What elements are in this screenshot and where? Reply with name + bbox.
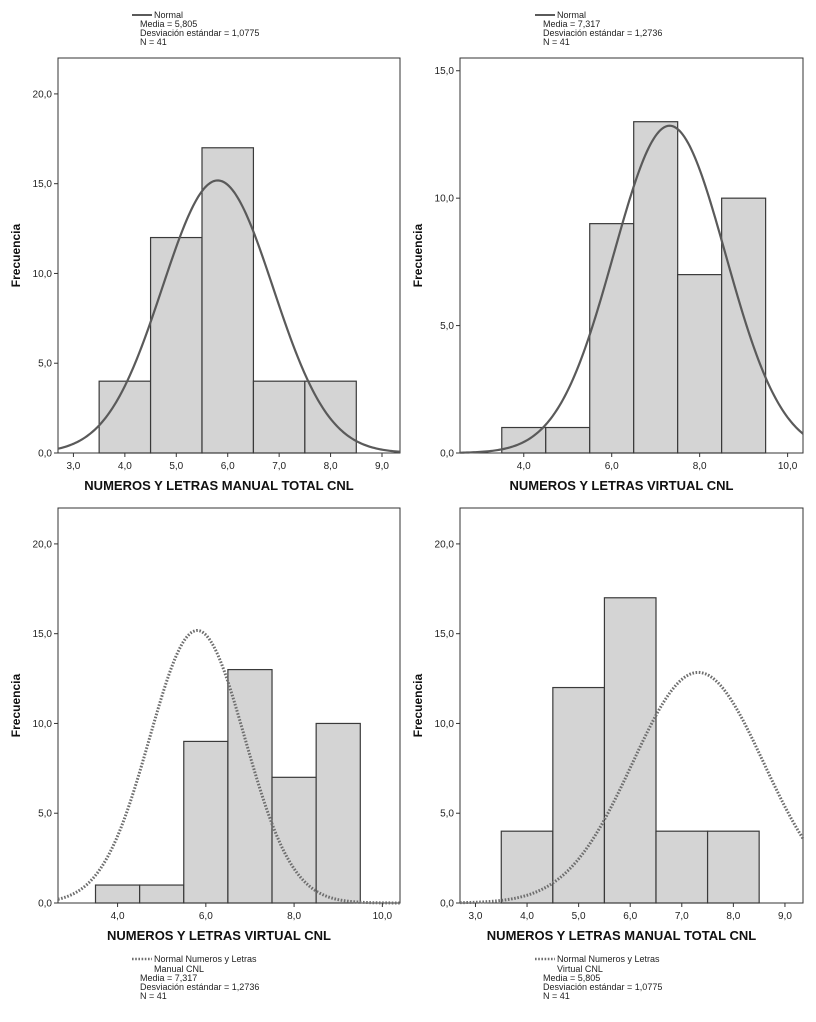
y-tick-label: 20,0 [33,539,53,550]
x-tick-label: 4,0 [111,911,125,922]
histogram-bar [706,830,760,904]
x-tick-label: 8,0 [287,911,301,922]
y-tick-label: 15,0 [435,629,455,640]
legend-stat: Desviación estándar = 1,2736 [140,982,259,992]
y-tick-label: 10,0 [435,719,455,730]
y-axis-title: Frecuencia [9,673,23,737]
legend-stat: N = 41 [140,37,167,47]
normal-curve [57,179,401,453]
legend-stat: Media = 5,805 [543,973,600,983]
legend-label: Normal Numeros y Letras [154,954,257,964]
histogram-bar [603,597,657,904]
legend-label: Virtual CNL [557,964,603,974]
x-axis-title: NUMEROS Y LETRAS MANUAL TOTAL CNL [84,478,353,493]
y-tick-label: 15,0 [435,66,455,77]
legend-stat: N = 41 [543,37,570,47]
legend-stat: Desviación estándar = 1,0775 [140,28,259,38]
y-tick-label: 20,0 [435,539,455,550]
legend-stat: N = 41 [543,991,570,1001]
y-tick-label: 0,0 [440,899,454,910]
y-tick-label: 10,0 [33,269,53,280]
x-tick-label: 8,0 [693,461,707,472]
x-tick-label: 4,0 [118,461,132,472]
y-axis-title: Frecuencia [9,223,23,287]
histogram-bar [149,236,203,454]
x-tick-label: 6,0 [221,461,235,472]
legend-stat: Media = 5,805 [140,19,197,29]
y-tick-label: 5,0 [38,809,52,820]
histogram-bar [98,380,152,454]
y-tick-label: 5,0 [440,809,454,820]
x-tick-label: 5,0 [572,911,586,922]
histogram-bar [183,740,229,904]
chart-panel-top-right: 0,0 5,0 10,0 15,0 4,0 6,0 8,0 10,0 NUMEROS Y LET… [411,10,804,493]
normal-curve [459,670,805,905]
x-tick-label: 5,0 [169,461,183,472]
y-tick-label: 20,0 [33,89,53,100]
x-tick-label: 10,0 [778,461,798,472]
y-tick-label: 15,0 [33,179,53,190]
y-tick-label: 0,0 [38,449,52,460]
y-axis-title: Frecuencia [411,673,425,737]
y-tick-label: 10,0 [33,719,53,730]
x-tick-label: 4,0 [520,911,534,922]
histogram-bar [677,274,723,454]
legend-label: Normal [557,10,586,20]
x-tick-label: 6,0 [605,461,619,472]
x-tick-label: 4,0 [517,461,531,472]
x-tick-label: 3,0 [469,911,483,922]
y-tick-label: 15,0 [33,629,53,640]
legend-label: Normal Numeros y Letras [557,954,660,964]
y-tick-label: 0,0 [440,449,454,460]
legend-stat: Desviación estándar = 1,0775 [543,982,662,992]
histogram-bar [315,722,361,904]
legend-stat: N = 41 [140,991,167,1001]
x-tick-label: 8,0 [324,461,338,472]
histogram-bar [655,830,709,904]
y-tick-label: 10,0 [435,194,455,205]
histogram-bar [139,884,185,904]
y-tick-label: 5,0 [440,321,454,332]
x-tick-label: 7,0 [272,461,286,472]
histogram-bar [552,686,606,904]
histogram-bar [201,147,255,454]
histogram-bar [721,197,767,454]
histogram-bar [545,426,591,454]
y-axis-title: Frecuencia [411,223,425,287]
x-tick-label: 9,0 [375,461,389,472]
chart-panel-top-left: 0,0 5,0 10,0 15,0 20,0 3,0 4,0 5,0 6,0 7,0 8,0 9,0 N… [9,10,401,493]
x-axis-title: NUMEROS Y LETRAS MANUAL TOTAL CNL [487,928,756,943]
histogram-bar [271,776,317,904]
x-tick-label: 10,0 [373,911,393,922]
histogram-bar [633,121,679,454]
legend-stat: Media = 7,317 [140,973,197,983]
x-axis-title: NUMEROS Y LETRAS VIRTUAL CNL [510,478,734,493]
x-tick-label: 6,0 [623,911,637,922]
legend-stat: Desviación estándar = 1,2736 [543,28,662,38]
x-tick-label: 3,0 [66,461,80,472]
y-tick-label: 0,0 [38,899,52,910]
histogram-bar [94,884,141,904]
normal-curve [459,124,804,454]
histogram-bar [252,380,306,454]
x-tick-label: 9,0 [778,911,792,922]
x-tick-label: 7,0 [675,911,689,922]
x-tick-label: 6,0 [199,911,213,922]
chart-panel-bottom-left: 0,0 5,0 10,0 15,0 20,0 4,0 6,0 8,0 10,0 NUMEROS Y… [9,507,401,1001]
normal-curve [57,628,401,905]
x-axis-title: NUMEROS Y LETRAS VIRTUAL CNL [107,928,331,943]
chart-panel-bottom-right: 0,0 5,0 10,0 15,0 20,0 3,0 4,0 5,0 6,0 7,0 8,0 9,0 N… [411,507,805,1001]
x-tick-label: 8,0 [726,911,740,922]
y-tick-label: 5,0 [38,359,52,370]
histogram-bar [500,830,554,904]
legend-stat: Media = 7,317 [543,19,600,29]
legend-label: Normal [154,10,183,20]
legend-label: Manual CNL [154,964,204,974]
